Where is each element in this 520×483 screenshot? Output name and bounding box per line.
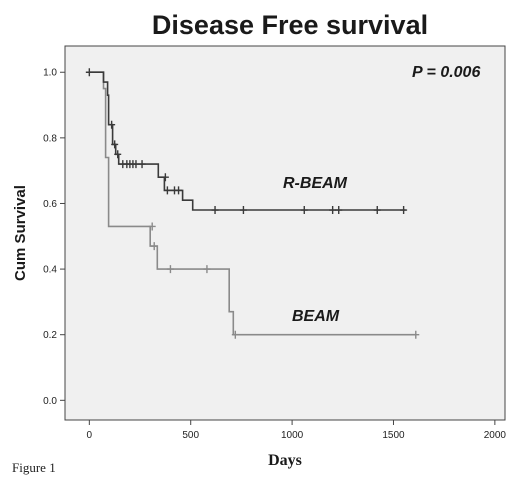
y-tick-label: 0.2	[43, 330, 57, 341]
x-axis: 0 500 1000 1500 2000	[87, 420, 507, 441]
censor-mark-r-beam	[111, 140, 119, 149]
censor-mark-r-beam	[400, 206, 408, 215]
censor-mark-beam	[203, 265, 211, 274]
y-tick-label: 0.4	[43, 265, 57, 276]
censor-mark-r-beam	[138, 160, 146, 169]
censor-mark-r-beam	[175, 186, 183, 195]
censor-mark-r-beam	[335, 206, 343, 215]
x-tick-label: 2000	[484, 430, 507, 441]
series-layer	[85, 68, 420, 339]
figure-label: Figure 1	[12, 460, 56, 475]
y-tick-label: 1.0	[43, 68, 57, 79]
censor-mark-r-beam	[163, 186, 171, 195]
x-tick-label: 0	[87, 430, 93, 441]
censor-mark-r-beam	[211, 206, 219, 215]
chart-title: Disease Free survival	[152, 10, 428, 40]
censor-mark-r-beam	[132, 160, 140, 169]
censor-mark-beam	[150, 242, 158, 251]
x-tick-label: 500	[182, 430, 199, 441]
censor-mark-beam	[231, 330, 239, 339]
censor-mark-beam	[166, 265, 174, 274]
series-label-r-beam: R-BEAM	[283, 175, 348, 192]
y-axis-title: Cum Survival	[12, 185, 29, 281]
censor-mark-beam	[412, 330, 420, 339]
censor-mark-r-beam	[108, 120, 116, 129]
censor-mark-r-beam	[161, 173, 169, 182]
censor-mark-r-beam	[329, 206, 337, 215]
x-axis-title: Days	[268, 452, 302, 469]
censor-mark-beam	[148, 222, 156, 231]
y-tick-label: 0.8	[43, 133, 57, 144]
censor-mark-r-beam	[85, 68, 93, 77]
censor-mark-r-beam	[373, 206, 381, 215]
y-tick-label: 0.0	[43, 396, 57, 407]
x-tick-label: 1500	[382, 430, 405, 441]
x-tick-label: 1000	[281, 430, 304, 441]
series-line-beam	[89, 71, 416, 336]
censor-mark-r-beam	[114, 150, 122, 159]
p-value-annotation: P = 0.006	[412, 64, 480, 81]
censor-mark-r-beam	[239, 206, 247, 215]
y-tick-label: 0.6	[43, 199, 57, 210]
plot-area	[64, 45, 506, 421]
censor-mark-r-beam	[300, 206, 308, 215]
y-axis: 0.0 0.2 0.4 0.6 0.8 1.0	[43, 68, 65, 407]
series-label-beam: BEAM	[292, 308, 340, 325]
